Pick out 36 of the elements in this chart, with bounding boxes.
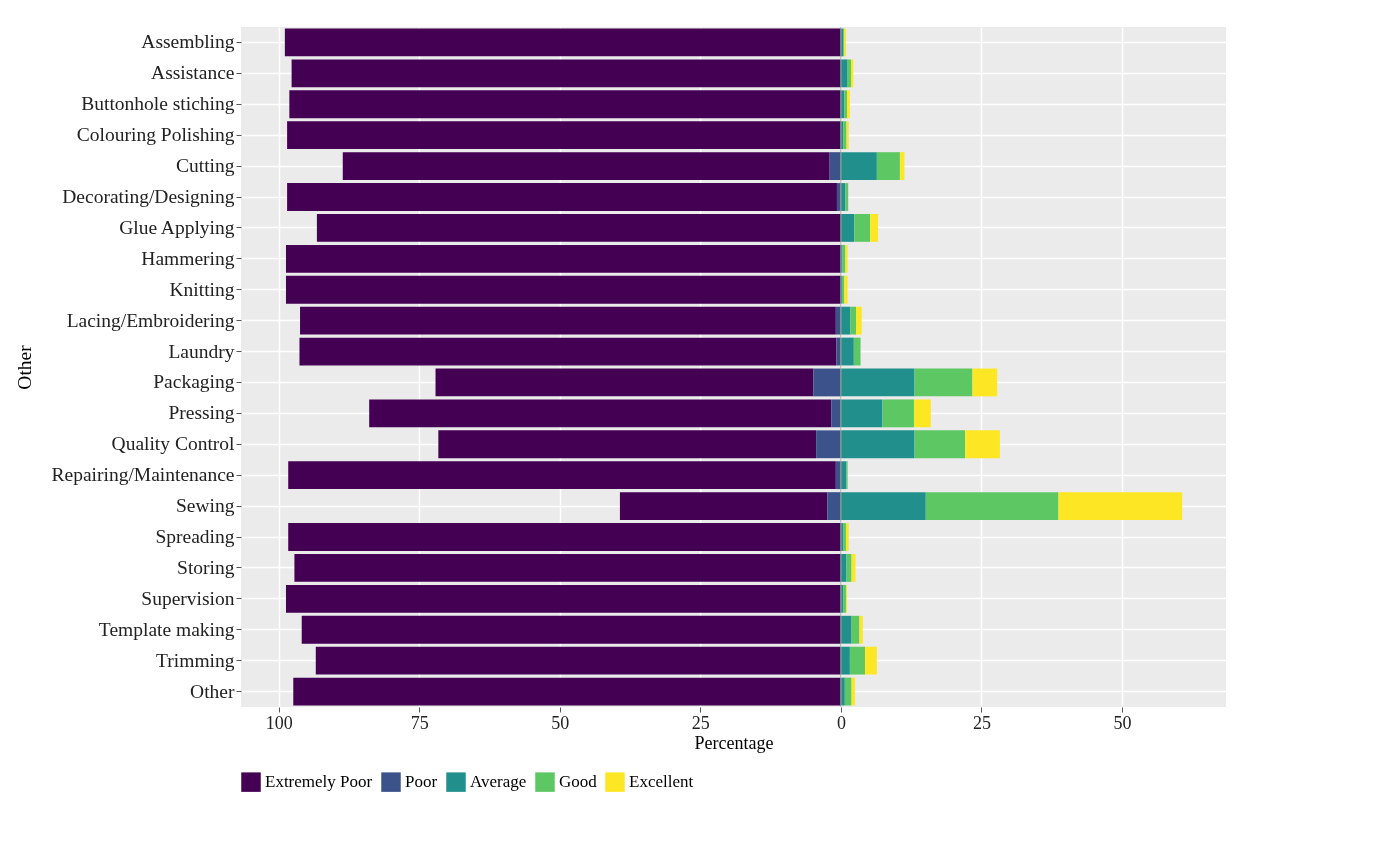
y-tick-label: Colouring Polishing bbox=[76, 124, 235, 146]
y-axis-title: Other bbox=[14, 344, 36, 390]
y-tick-label: Storing bbox=[177, 556, 235, 578]
y-tick-label: Decorating/Designing bbox=[62, 186, 235, 207]
y-tick-label: Other bbox=[190, 680, 235, 702]
y-tick-label: Knitting bbox=[169, 278, 235, 300]
y-tick-label: Repairing/Maintenance bbox=[51, 464, 235, 486]
y-tick-label: Assistance bbox=[151, 62, 235, 84]
x-tick-label: 50 bbox=[1113, 712, 1132, 733]
y-tick-label: Glue Applying bbox=[119, 216, 235, 238]
legend-label: Good bbox=[559, 772, 598, 792]
y-tick-label: Template making bbox=[98, 618, 235, 640]
y-tick-label: Hammering bbox=[141, 247, 235, 269]
y-tick-label: Packaging bbox=[153, 371, 235, 393]
y-tick-label: Spreading bbox=[155, 526, 235, 547]
y-tick-label: Buttonhole stiching bbox=[81, 93, 235, 115]
y-tick-label: Assembling bbox=[141, 31, 235, 53]
x-tick-label: 50 bbox=[551, 712, 570, 733]
y-tick-label: Sewing bbox=[176, 495, 235, 517]
y-tick-label: Lacing/Embroidering bbox=[66, 309, 235, 331]
legend-label: Poor bbox=[405, 772, 438, 792]
x-tick-label: 25 bbox=[691, 712, 710, 733]
y-tick-label: Trimming bbox=[156, 649, 235, 671]
y-tick-label: Supervision bbox=[141, 587, 235, 609]
x-axis-title: Percentage bbox=[694, 732, 774, 753]
x-tick-label: 0 bbox=[836, 712, 846, 733]
y-tick-label: Laundry bbox=[168, 340, 235, 362]
legend-label: Average bbox=[470, 772, 527, 792]
y-tick-label: Pressing bbox=[168, 402, 235, 424]
legend-label: Excellent bbox=[629, 772, 694, 792]
y-tick-label: Cutting bbox=[175, 155, 235, 177]
legend-label: Extremely Poor bbox=[265, 772, 373, 792]
x-tick-label: 75 bbox=[410, 712, 429, 733]
y-tick-label: Quality Control bbox=[111, 433, 236, 455]
x-tick-label: 25 bbox=[972, 712, 991, 733]
x-tick-label: 100 bbox=[265, 712, 293, 733]
